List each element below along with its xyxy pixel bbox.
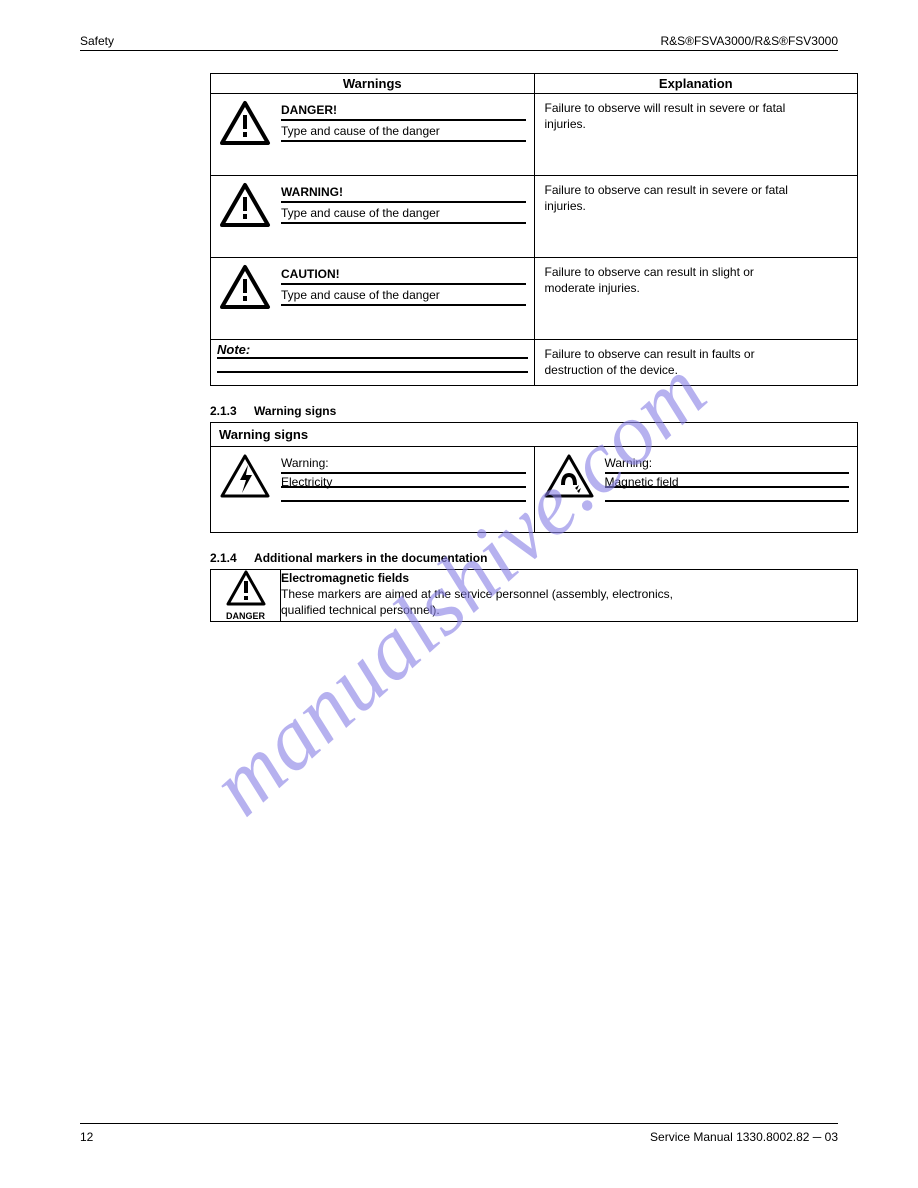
electricity-line3 bbox=[281, 488, 526, 502]
magnetic-line1: Warning: bbox=[605, 455, 850, 474]
caution-category: Type and cause of the danger bbox=[281, 287, 526, 306]
electricity-line1: Warning: bbox=[281, 455, 526, 474]
caution-expl-1: Failure to observe can result in slight … bbox=[545, 265, 754, 279]
header-left: Safety bbox=[80, 34, 114, 48]
warning-expl-1: Failure to observe can result in severe … bbox=[545, 183, 788, 197]
section-2-1-4-heading: 2.1.4 Additional markers in the document… bbox=[210, 551, 838, 565]
electricity-warning-icon bbox=[219, 453, 271, 499]
danger-heading: Electromagnetic fields bbox=[281, 570, 857, 586]
section3-num: 2.1.4 bbox=[210, 551, 237, 565]
top-divider bbox=[80, 50, 838, 51]
caution-expl-2: moderate injuries. bbox=[545, 281, 640, 295]
tbl2-header: Warning signs bbox=[211, 423, 858, 447]
tbl1-header-explanation: Explanation bbox=[534, 74, 858, 94]
danger-body-1: These markers are aimed at the service p… bbox=[281, 587, 673, 601]
danger-small-triangle-icon bbox=[226, 594, 266, 609]
section-num: 2.1.3 bbox=[210, 404, 237, 418]
warning-signs-table: Warning signs Warning: Electricity bbox=[210, 422, 858, 533]
footer-doc-id: Service Manual 1330.8002.82 ─ 03 bbox=[650, 1130, 838, 1144]
warning-triangle-icon bbox=[219, 182, 271, 228]
danger-label: DANGER bbox=[211, 611, 280, 621]
electricity-line2: Electricity bbox=[281, 474, 526, 488]
section-title: Warning signs bbox=[254, 404, 336, 418]
warning-title: WARNING! bbox=[281, 184, 526, 203]
caution-title: CAUTION! bbox=[281, 266, 526, 285]
warning-triangle-icon bbox=[219, 264, 271, 310]
danger-expl-2: injuries. bbox=[545, 117, 586, 131]
warning-triangle-icon bbox=[219, 100, 271, 146]
note-expl-1: Failure to observe can result in faults … bbox=[545, 347, 755, 361]
section3-title: Additional markers in the documentation bbox=[254, 551, 487, 565]
magnetic-line3 bbox=[605, 488, 850, 502]
note-underline bbox=[217, 359, 528, 373]
danger-category: Type and cause of the danger bbox=[281, 123, 526, 142]
magnetic-warning-icon bbox=[543, 453, 595, 499]
header-right: R&S®FSVA3000/R&S®FSV3000 bbox=[660, 34, 838, 48]
danger-body-2: qualified technical personnel). bbox=[281, 603, 440, 617]
note-expl-2: destruction of the device. bbox=[545, 363, 678, 377]
danger-expl-1: Failure to observe will result in severe… bbox=[545, 101, 786, 115]
warning-levels-table: Warnings Explanation DANGER! Type and ca bbox=[210, 73, 858, 386]
warning-expl-2: injuries. bbox=[545, 199, 586, 213]
danger-title: DANGER! bbox=[281, 102, 526, 121]
bottom-divider bbox=[80, 1123, 838, 1124]
danger-marker-table: DANGER Electromagnetic fields These mark… bbox=[210, 569, 858, 622]
tbl1-header-warnings: Warnings bbox=[211, 74, 535, 94]
warning-category: Type and cause of the danger bbox=[281, 205, 526, 224]
magnetic-line2: Magnetic field bbox=[605, 474, 850, 488]
page-number: 12 bbox=[80, 1130, 93, 1144]
note-title: Note: bbox=[217, 342, 528, 359]
section-2-1-3-heading: 2.1.3 Warning signs bbox=[210, 404, 838, 418]
